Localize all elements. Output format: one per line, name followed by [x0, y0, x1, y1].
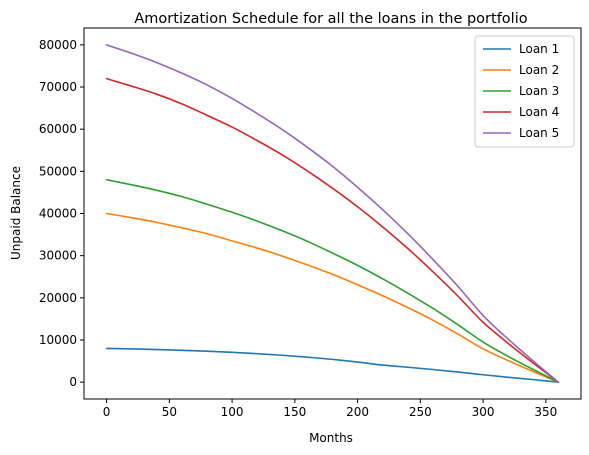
x-tick-label: 100 — [221, 405, 244, 419]
legend-label: Loan 5 — [519, 126, 559, 140]
y-tick-label: 20000 — [39, 291, 77, 305]
x-tick-label: 150 — [283, 405, 306, 419]
legend-label: Loan 2 — [519, 63, 559, 77]
x-tick-label: 250 — [409, 405, 432, 419]
y-tick-label: 0 — [69, 375, 77, 389]
legend: Loan 1 Loan 2 Loan 3 Loan 4 Loan 5 — [474, 35, 575, 148]
chart-title: Amortization Schedule for all the loans … — [134, 11, 527, 27]
y-tick-label: 50000 — [39, 164, 77, 178]
series-line-2 — [105, 212, 560, 383]
legend-box — [474, 35, 575, 148]
series-line-1 — [105, 347, 560, 383]
plot-lines — [105, 44, 560, 383]
x-axis-label: Months — [309, 431, 353, 445]
y-tick-label: 10000 — [39, 333, 77, 347]
x-tick-label: 0 — [103, 405, 111, 419]
series-line-4 — [105, 77, 560, 383]
y-tick-label: 30000 — [39, 249, 77, 263]
series-line-5 — [105, 44, 560, 383]
legend-label: Loan 3 — [519, 84, 559, 98]
x-tick-label: 300 — [472, 405, 495, 419]
y-tick-label: 60000 — [39, 122, 77, 136]
x-tick-label: 200 — [346, 405, 369, 419]
x-axis: 0 50 100 150 200 250 300 350 — [103, 399, 557, 419]
legend-label: Loan 1 — [519, 42, 559, 56]
y-tick-label: 40000 — [39, 207, 77, 221]
legend-label: Loan 4 — [519, 105, 559, 119]
y-axis: 0 10000 20000 30000 40000 50000 60000 70000 8000… — [39, 38, 84, 389]
x-tick-label: 50 — [162, 405, 177, 419]
y-tick-label: 70000 — [39, 80, 77, 94]
y-axis-label: Unpaid Balance — [9, 166, 23, 260]
x-tick-label: 350 — [534, 405, 557, 419]
series-line-3 — [105, 178, 560, 383]
y-tick-label: 80000 — [39, 38, 77, 52]
